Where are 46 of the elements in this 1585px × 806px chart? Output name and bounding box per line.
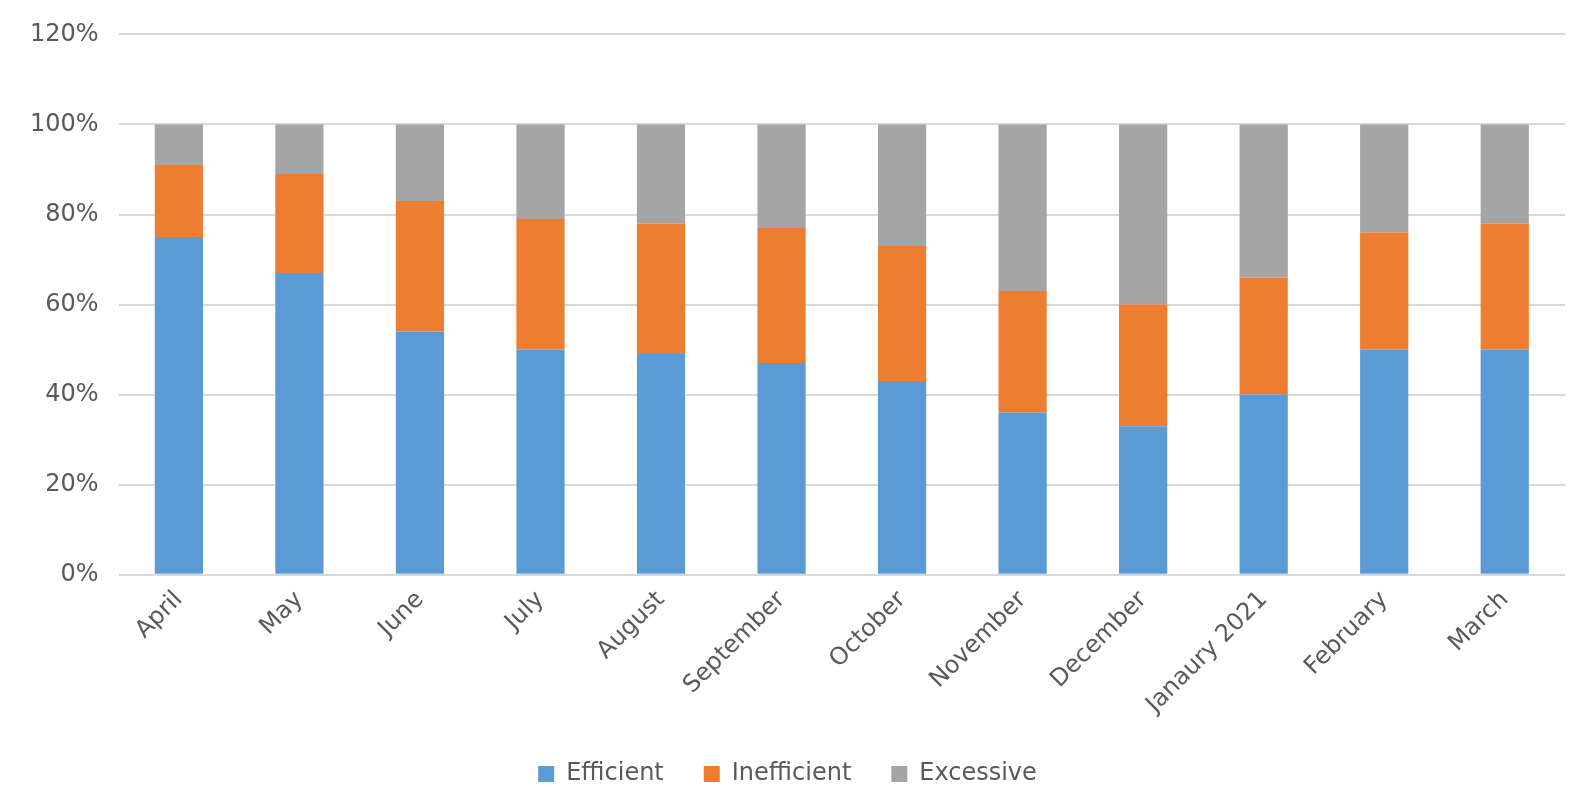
bar bbox=[1480, 349, 1529, 574]
bar bbox=[1119, 124, 1168, 305]
legend-label: Inefficient bbox=[731, 758, 852, 787]
bar bbox=[1480, 223, 1529, 350]
bar bbox=[1239, 124, 1288, 278]
bar bbox=[516, 349, 565, 574]
bar bbox=[998, 412, 1047, 574]
bar bbox=[154, 124, 203, 165]
bar bbox=[154, 164, 203, 238]
bar bbox=[275, 273, 324, 574]
y-tick-label: 80% bbox=[45, 198, 99, 227]
bar bbox=[877, 246, 927, 382]
bar bbox=[636, 124, 686, 224]
y-tick-label: 40% bbox=[45, 378, 99, 407]
y-tick-label: 0% bbox=[60, 558, 99, 587]
bar bbox=[1360, 124, 1409, 233]
bar bbox=[998, 124, 1047, 292]
bar bbox=[1239, 277, 1288, 395]
bar bbox=[275, 124, 324, 174]
bar bbox=[1119, 304, 1168, 427]
bar bbox=[516, 219, 565, 350]
bar bbox=[1239, 394, 1288, 574]
bar bbox=[636, 223, 686, 355]
bar bbox=[275, 173, 324, 274]
legend-label: Excessive bbox=[919, 758, 1037, 787]
bar bbox=[1360, 349, 1409, 574]
bar bbox=[757, 363, 806, 574]
bar bbox=[877, 381, 927, 574]
bar bbox=[757, 124, 806, 229]
legend-label: Efficient bbox=[566, 758, 664, 787]
bar bbox=[395, 331, 445, 574]
y-tick-label: 120% bbox=[29, 18, 99, 47]
bar bbox=[516, 124, 565, 220]
bar bbox=[154, 237, 203, 574]
y-tick-label: 20% bbox=[45, 468, 99, 497]
bar bbox=[1360, 232, 1409, 350]
y-tick-label: 60% bbox=[45, 288, 99, 317]
bar bbox=[395, 201, 445, 332]
bar bbox=[395, 124, 445, 201]
y-tick-label: 100% bbox=[29, 108, 99, 137]
bar bbox=[998, 291, 1047, 413]
bar bbox=[1119, 426, 1168, 574]
bar bbox=[757, 228, 806, 364]
bar bbox=[877, 124, 927, 247]
bar bbox=[1480, 124, 1529, 224]
bar bbox=[636, 354, 686, 574]
